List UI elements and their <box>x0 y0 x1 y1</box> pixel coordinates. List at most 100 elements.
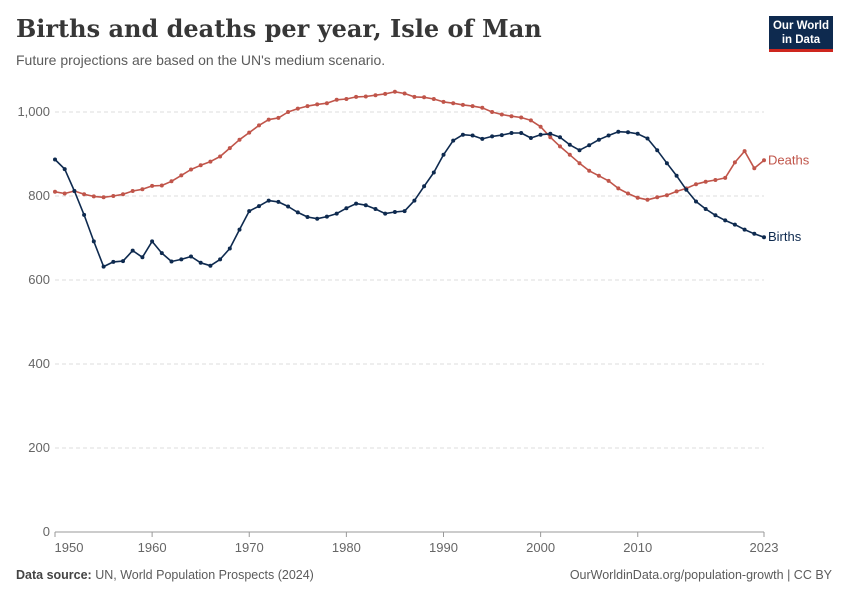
chart-subtitle: Future projections are based on the UN's… <box>16 52 386 68</box>
deaths-point <box>169 179 174 184</box>
births-point <box>558 135 562 140</box>
births-point <box>441 152 446 157</box>
births-point <box>451 138 456 143</box>
births-point <box>577 148 582 153</box>
births-point <box>587 143 592 148</box>
y-tick-label: 600 <box>28 272 50 287</box>
births-point <box>509 131 514 135</box>
births-point <box>218 257 223 262</box>
births-point <box>169 259 174 264</box>
births-point <box>130 248 135 253</box>
deaths-point <box>587 168 592 173</box>
deaths-point <box>422 95 427 100</box>
births-point <box>713 213 718 218</box>
deaths-point <box>111 194 116 198</box>
births-point <box>460 132 465 137</box>
births-point <box>635 131 640 136</box>
births-point <box>53 157 57 162</box>
owid-logo[interactable]: Our World in Data <box>769 16 833 52</box>
deaths-point <box>130 189 135 193</box>
births-point <box>150 239 155 244</box>
source-link[interactable]: OurWorldinData.org/population-growth <box>569 568 784 582</box>
deaths-point <box>189 167 193 172</box>
logo-line-1: Our World <box>772 20 829 32</box>
deaths-point <box>237 137 242 142</box>
deaths-point <box>295 106 300 111</box>
deaths-point <box>577 161 582 166</box>
deaths-point <box>616 186 621 191</box>
deaths-point <box>548 135 553 140</box>
deaths-point <box>179 173 184 178</box>
deaths-point <box>655 195 660 200</box>
deaths-point <box>257 123 261 128</box>
births-point <box>121 259 125 264</box>
deaths-point <box>315 102 320 107</box>
births-point <box>616 129 621 134</box>
births-point <box>674 173 679 178</box>
deaths-point <box>664 193 669 198</box>
deaths-point <box>276 115 281 120</box>
births-point <box>324 214 329 219</box>
births-point <box>626 130 630 135</box>
births-point <box>723 218 728 223</box>
births-point <box>752 231 757 236</box>
deaths-point <box>227 146 232 151</box>
births-point <box>480 136 485 141</box>
births-point <box>334 211 339 216</box>
deaths-point <box>713 178 718 182</box>
births-point <box>140 255 145 260</box>
deaths-point <box>82 192 87 197</box>
deaths-point <box>490 110 495 114</box>
data-source-label: Data source: <box>16 568 92 582</box>
births-point <box>62 167 67 172</box>
births-point <box>470 133 475 138</box>
deaths-point <box>286 110 291 114</box>
deaths-point <box>558 144 562 149</box>
births-point <box>344 206 349 211</box>
x-tick-label: 1960 <box>138 540 167 555</box>
x-tick-label: 1970 <box>235 540 264 555</box>
deaths-point <box>140 187 145 192</box>
deaths-point <box>528 118 533 123</box>
deaths-point <box>62 191 67 196</box>
x-tick-label: 1980 <box>332 540 361 555</box>
deaths-legend-label: Deaths <box>768 152 810 167</box>
births-point <box>412 198 417 203</box>
deaths-point <box>208 159 213 164</box>
deaths-point <box>373 93 378 98</box>
births-point <box>402 209 407 214</box>
births-legend-label: Births <box>768 229 802 244</box>
births-point <box>528 136 533 140</box>
births-point <box>499 133 504 138</box>
births-point <box>703 207 708 211</box>
births-point <box>189 254 193 259</box>
deaths-point <box>499 112 504 117</box>
deaths-point <box>509 114 514 119</box>
births-point <box>383 211 388 216</box>
births-point <box>315 216 320 221</box>
births-point <box>354 201 359 206</box>
x-tick-label: 2010 <box>623 540 652 555</box>
births-point <box>198 260 203 265</box>
deaths-point <box>762 158 766 163</box>
deaths-point <box>383 91 388 96</box>
deaths-point <box>694 182 698 187</box>
births-point <box>91 239 96 244</box>
births-point <box>490 134 495 139</box>
births-point <box>664 161 669 166</box>
deaths-point <box>324 101 329 106</box>
license-text: | CC BY <box>783 568 832 582</box>
data-source-text: UN, World Population Prospects (2024) <box>95 568 314 582</box>
x-tick-label: 2023 <box>750 540 779 555</box>
y-tick-label: 400 <box>28 356 50 371</box>
deaths-point <box>674 189 679 194</box>
births-point <box>266 198 271 203</box>
deaths-point <box>218 154 223 159</box>
births-point <box>645 136 650 141</box>
births-point <box>276 199 281 204</box>
births-point <box>596 137 601 142</box>
deaths-point <box>723 175 728 180</box>
births-point <box>295 210 300 215</box>
deaths-point <box>626 191 630 196</box>
y-tick-label: 0 <box>43 524 50 539</box>
